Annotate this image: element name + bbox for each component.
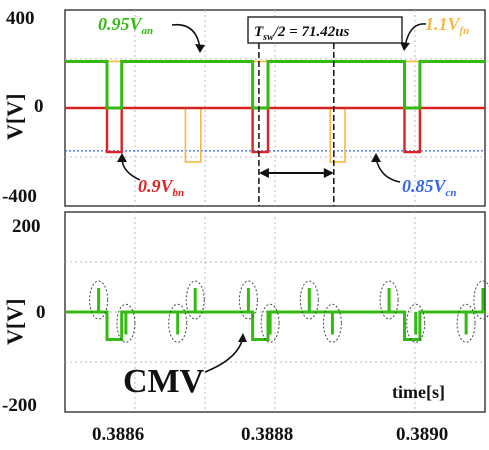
cmv-spike-up-circle-4: [379, 280, 399, 320]
period-text: Tsw/2 = 71.42us: [254, 24, 350, 43]
period-box: [247, 16, 403, 44]
bottom-series-group: [65, 280, 489, 343]
cmv-arrowhead: [238, 333, 247, 342]
cmv-arrow: [204, 335, 244, 373]
arrow-0.95van: [171, 23, 201, 49]
top-series-group: [65, 59, 485, 163]
arrowhead-0.85vcn: [371, 153, 381, 162]
y-axis-label-top: V[V]: [2, 94, 27, 140]
period-marks: [258, 43, 335, 206]
cmv-spike-up-circle-0: [89, 280, 109, 320]
cmv-spike-up-circle-3: [299, 280, 319, 320]
label-0.85vcn: 0.85Vcn: [402, 176, 457, 199]
label-0.9vbn: 0.9Vbn: [138, 176, 184, 199]
arrowhead-1.1vfn: [400, 42, 410, 51]
cmv-spike-down-circle-3: [322, 303, 342, 343]
period-arrowhead-right: [323, 168, 334, 178]
cmv-spike-down-circle-0: [116, 303, 136, 343]
y-axis-label-bottom: V[V]: [2, 299, 27, 345]
arrowhead-0.95van: [195, 44, 205, 53]
label-0.95van: 0.95Van: [98, 14, 153, 37]
y-tick-top-0: 0: [34, 96, 44, 117]
x-tick-0.3890: 0.3890: [396, 424, 448, 445]
cmv-spike-up-circle-2: [238, 280, 258, 320]
y-tick-bottom-200: 200: [12, 216, 41, 237]
arrowhead-0.9vbn: [117, 153, 127, 162]
x-axis-label: time[s]: [392, 382, 445, 402]
x-tick-0.3886: 0.3886: [92, 424, 144, 445]
y-tick-top-400: 400: [6, 8, 35, 29]
series-0.9vbn: [65, 106, 485, 154]
x-tick-0.3888: 0.3888: [241, 424, 293, 445]
period-arrowhead-left: [258, 168, 269, 178]
cmv-spike-down-circle-5: [456, 303, 476, 343]
y-tick-top-neg400: -400: [2, 186, 37, 207]
cmv-spike-up-circle-5: [473, 280, 489, 320]
cmv-spike-up-circle-1: [185, 280, 205, 320]
cmv-spike-down-circle-1: [168, 303, 188, 343]
y-tick-bottom-neg200: -200: [2, 395, 37, 416]
y-tick-bottom-0: 0: [36, 302, 46, 323]
cmv-spike-down-circle-4: [406, 303, 426, 343]
cmv-spike-down-circle-2: [260, 303, 280, 343]
label-1.1vfn: 1.1Vfn: [425, 14, 469, 37]
series-0.95van: [65, 59, 485, 110]
series-cmv: [65, 310, 485, 341]
arrow-1.1vfn: [404, 23, 427, 47]
cmv-label: CMV: [123, 363, 205, 400]
